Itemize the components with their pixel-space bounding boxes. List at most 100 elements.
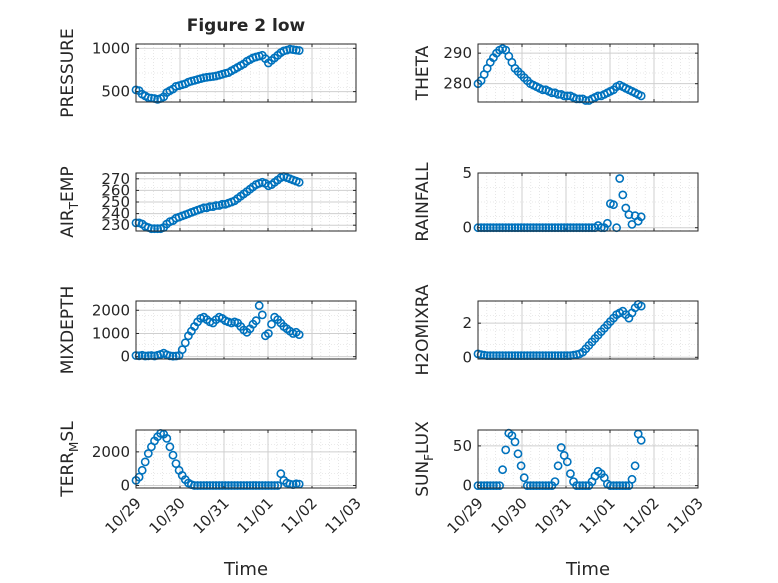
data-point bbox=[257, 481, 267, 490]
y-tick-label: 270 bbox=[101, 170, 130, 188]
data-point bbox=[544, 481, 554, 490]
data-point bbox=[501, 445, 511, 455]
y-tick-label: 230 bbox=[101, 216, 130, 234]
y-axis-label: AIRTEMP bbox=[58, 166, 81, 237]
y-tick-label: 50 bbox=[453, 437, 472, 455]
data-point bbox=[559, 91, 569, 101]
y-tick-label: 1000 bbox=[92, 324, 130, 342]
subplot-mixdepth: 0 1000 2000 MIXDEPTH bbox=[58, 286, 357, 375]
data-point bbox=[294, 46, 304, 55]
data-point bbox=[621, 481, 631, 490]
data-point bbox=[143, 93, 153, 103]
data-point bbox=[495, 481, 504, 490]
subplot-theta: 280 290 THETA bbox=[413, 43, 699, 105]
data-point bbox=[612, 481, 621, 490]
data-point bbox=[190, 481, 199, 490]
x-tick-label: 11/01 bbox=[576, 494, 619, 537]
data-point bbox=[211, 481, 221, 490]
data-point bbox=[492, 481, 501, 490]
data-point bbox=[285, 44, 295, 54]
data-point bbox=[223, 481, 233, 490]
data-point bbox=[205, 72, 215, 82]
y-tick-label: 240 bbox=[101, 205, 130, 223]
data-point bbox=[180, 338, 190, 348]
x-tick-label: 11/02 bbox=[620, 494, 663, 537]
data-point bbox=[208, 481, 218, 490]
data-point bbox=[165, 442, 175, 452]
data-point bbox=[146, 224, 156, 234]
data-point bbox=[618, 481, 628, 490]
data-point bbox=[267, 319, 276, 329]
y-axis-label: H2OMIXRA bbox=[413, 284, 433, 375]
x-tick-label: 10/31 bbox=[532, 494, 575, 537]
axes-frame bbox=[477, 43, 699, 103]
data-point bbox=[214, 481, 224, 490]
data-point bbox=[553, 90, 563, 99]
data-point bbox=[541, 481, 551, 490]
y-tick-label: 250 bbox=[101, 193, 130, 211]
data-point bbox=[150, 224, 159, 234]
data-point bbox=[263, 329, 273, 338]
data-point bbox=[168, 351, 178, 361]
data-point bbox=[618, 190, 628, 200]
data-point bbox=[291, 479, 301, 489]
y-axis-label: TERRMSL bbox=[58, 421, 81, 498]
data-point bbox=[519, 473, 529, 483]
y-axis-label: THETA bbox=[413, 45, 433, 101]
subplot-h2omixra: 0 2 H2OMIXRA bbox=[413, 284, 699, 376]
x-tick-label: 10/29 bbox=[102, 494, 145, 537]
y-axis-label: RAINFALL bbox=[413, 162, 433, 242]
data-point bbox=[538, 481, 548, 490]
data-point bbox=[177, 345, 187, 355]
x-tick-label: 10/29 bbox=[444, 494, 487, 537]
subplot-rainfall: 0 5 RAINFALL bbox=[413, 162, 699, 242]
x-tick-label: 11/03 bbox=[322, 494, 365, 537]
data-point bbox=[254, 301, 264, 310]
data-point bbox=[572, 481, 581, 490]
data-point bbox=[488, 481, 498, 490]
data-point bbox=[251, 316, 261, 326]
y-tick-label: 0 bbox=[462, 348, 472, 366]
axes-frame bbox=[477, 429, 699, 489]
y-tick-label: 1000 bbox=[92, 39, 130, 57]
data-point bbox=[482, 481, 492, 490]
data-point bbox=[575, 481, 584, 490]
data-point bbox=[202, 72, 212, 82]
y-tick-label: 5 bbox=[462, 164, 472, 182]
axes-frame bbox=[135, 43, 357, 103]
data-point bbox=[538, 85, 548, 95]
data-point bbox=[242, 481, 252, 490]
data-point bbox=[263, 481, 273, 490]
y-tick-label: 0 bbox=[120, 348, 130, 366]
data-point bbox=[606, 481, 615, 490]
data-point bbox=[479, 481, 489, 490]
data-point bbox=[294, 177, 304, 187]
x-tick-label: 11/03 bbox=[664, 494, 707, 537]
data-point bbox=[566, 469, 575, 479]
data-point bbox=[168, 450, 178, 460]
figure-title: Figure 2 low bbox=[187, 16, 306, 36]
data-point bbox=[248, 481, 258, 490]
subplot-terr_msl: 10/29 10/30 10/31 11/01 11/02 11/03 0 2000 TERRM… bbox=[58, 421, 365, 538]
data-point bbox=[245, 481, 255, 490]
x-tick-label: 10/30 bbox=[488, 494, 531, 537]
data-point bbox=[227, 481, 236, 490]
data-point bbox=[202, 481, 212, 490]
data-point bbox=[609, 200, 618, 210]
y-axis-label: MIXDEPTH bbox=[58, 286, 78, 375]
data-point bbox=[526, 481, 535, 490]
y-tick-label: 500 bbox=[101, 83, 130, 101]
data-point bbox=[609, 481, 618, 490]
data-point bbox=[270, 481, 279, 490]
data-point bbox=[153, 224, 162, 234]
axes-frame bbox=[135, 429, 357, 489]
axes-frame bbox=[135, 300, 357, 360]
data-point bbox=[578, 481, 588, 490]
subplot-sun_flux: 10/29 10/30 10/31 11/01 11/02 11/03 0 50 SUNFLUX bbox=[413, 421, 707, 538]
x-axis-label-right: Time bbox=[565, 559, 610, 580]
x-tick-label: 10/30 bbox=[146, 494, 189, 537]
data-point bbox=[615, 481, 625, 490]
data-point bbox=[581, 481, 591, 490]
data-point bbox=[267, 481, 276, 490]
